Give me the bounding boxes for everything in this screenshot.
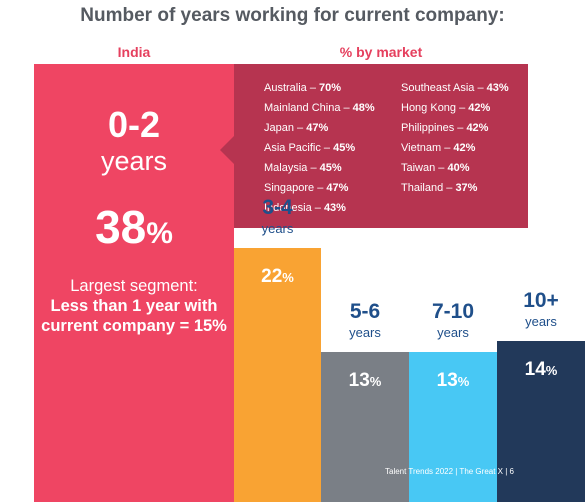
market-value: 45%	[319, 162, 342, 174]
market-value: 42%	[466, 122, 489, 134]
market-value: 43%	[486, 82, 509, 94]
market-value: 48%	[352, 102, 375, 114]
market-item: Indonesia – 43%	[264, 202, 346, 214]
bar-10-plus-years	[497, 341, 585, 502]
category-years-label: years	[437, 325, 469, 340]
category-range-label: 10+	[523, 289, 559, 312]
category-range-label: 7-10	[431, 300, 475, 323]
market-name: Thailand –	[401, 182, 456, 194]
market-value: 43%	[323, 202, 346, 214]
category-years-label: years	[349, 325, 381, 340]
market-label: % by market	[339, 44, 423, 60]
market-item: Australia – 70%	[264, 82, 341, 94]
market-value: 47%	[306, 122, 329, 134]
category-range-label: 3-4	[262, 196, 293, 219]
market-value: 45%	[333, 142, 356, 154]
bar-value-label: 13%	[348, 370, 382, 391]
market-item: Mainland China – 48%	[264, 102, 375, 114]
market-item: Singapore – 47%	[264, 182, 348, 194]
bar-7-10-years	[409, 352, 497, 502]
footer-text: Talent Trends 2022 | The Great X | 6	[385, 467, 514, 476]
market-value: 37%	[455, 182, 478, 194]
market-item: Taiwan – 40%	[401, 162, 470, 174]
market-name: Taiwan –	[401, 162, 448, 174]
market-item: Malaysia – 45%	[264, 162, 342, 174]
largest-segment-label: Largest segment:	[70, 277, 198, 295]
category-years-label: years	[525, 314, 557, 329]
india-label: India	[117, 44, 151, 60]
main-percent-value: 38	[95, 201, 147, 253]
bar-3-4-years	[234, 248, 321, 502]
market-item: Philippines – 42%	[401, 122, 488, 134]
bar-0-2-years	[34, 64, 234, 502]
largest-segment-value: Less than 1 year with current company = …	[41, 297, 227, 335]
market-name: Mainland China –	[264, 102, 353, 114]
category-years-label: years	[261, 221, 294, 236]
market-name: Southeast Asia –	[401, 82, 487, 94]
bar-value-label: 14%	[524, 359, 558, 380]
category-range-label: 5-6	[349, 300, 381, 323]
market-name: Vietnam –	[401, 142, 454, 154]
market-name: Japan –	[264, 122, 307, 134]
market-breakdown-box	[234, 64, 528, 228]
main-category-range: 0-2	[107, 104, 161, 145]
market-name: Malaysia –	[264, 162, 320, 174]
market-name: Philippines –	[401, 122, 467, 134]
market-name: Australia –	[264, 82, 320, 94]
market-item: Thailand – 37%	[401, 182, 477, 194]
chart-title: Number of years working for current comp…	[80, 5, 505, 26]
market-value: 42%	[453, 142, 476, 154]
bar-5-6-years	[321, 352, 409, 502]
market-value: 47%	[326, 182, 349, 194]
market-item: Hong Kong – 42%	[401, 102, 490, 114]
market-name: Singapore –	[264, 182, 327, 194]
main-category-percent: 38%	[34, 200, 234, 254]
main-category-years: years	[100, 146, 168, 176]
bar-value-label: 22%	[261, 266, 294, 287]
market-item: Southeast Asia – 43%	[401, 82, 509, 94]
market-name: Asia Pacific –	[264, 142, 334, 154]
market-name: Hong Kong –	[401, 102, 469, 114]
market-box-pointer	[220, 136, 234, 164]
market-value: 40%	[447, 162, 470, 174]
market-item: Vietnam – 42%	[401, 142, 475, 154]
market-value: 70%	[319, 82, 342, 94]
market-item: Japan – 47%	[264, 122, 328, 134]
market-value: 42%	[468, 102, 491, 114]
market-item: Asia Pacific – 45%	[264, 142, 355, 154]
bar-value-label: 13%	[436, 370, 470, 391]
market-name: Indonesia –	[264, 202, 324, 214]
main-percent-sign: %	[146, 217, 173, 250]
